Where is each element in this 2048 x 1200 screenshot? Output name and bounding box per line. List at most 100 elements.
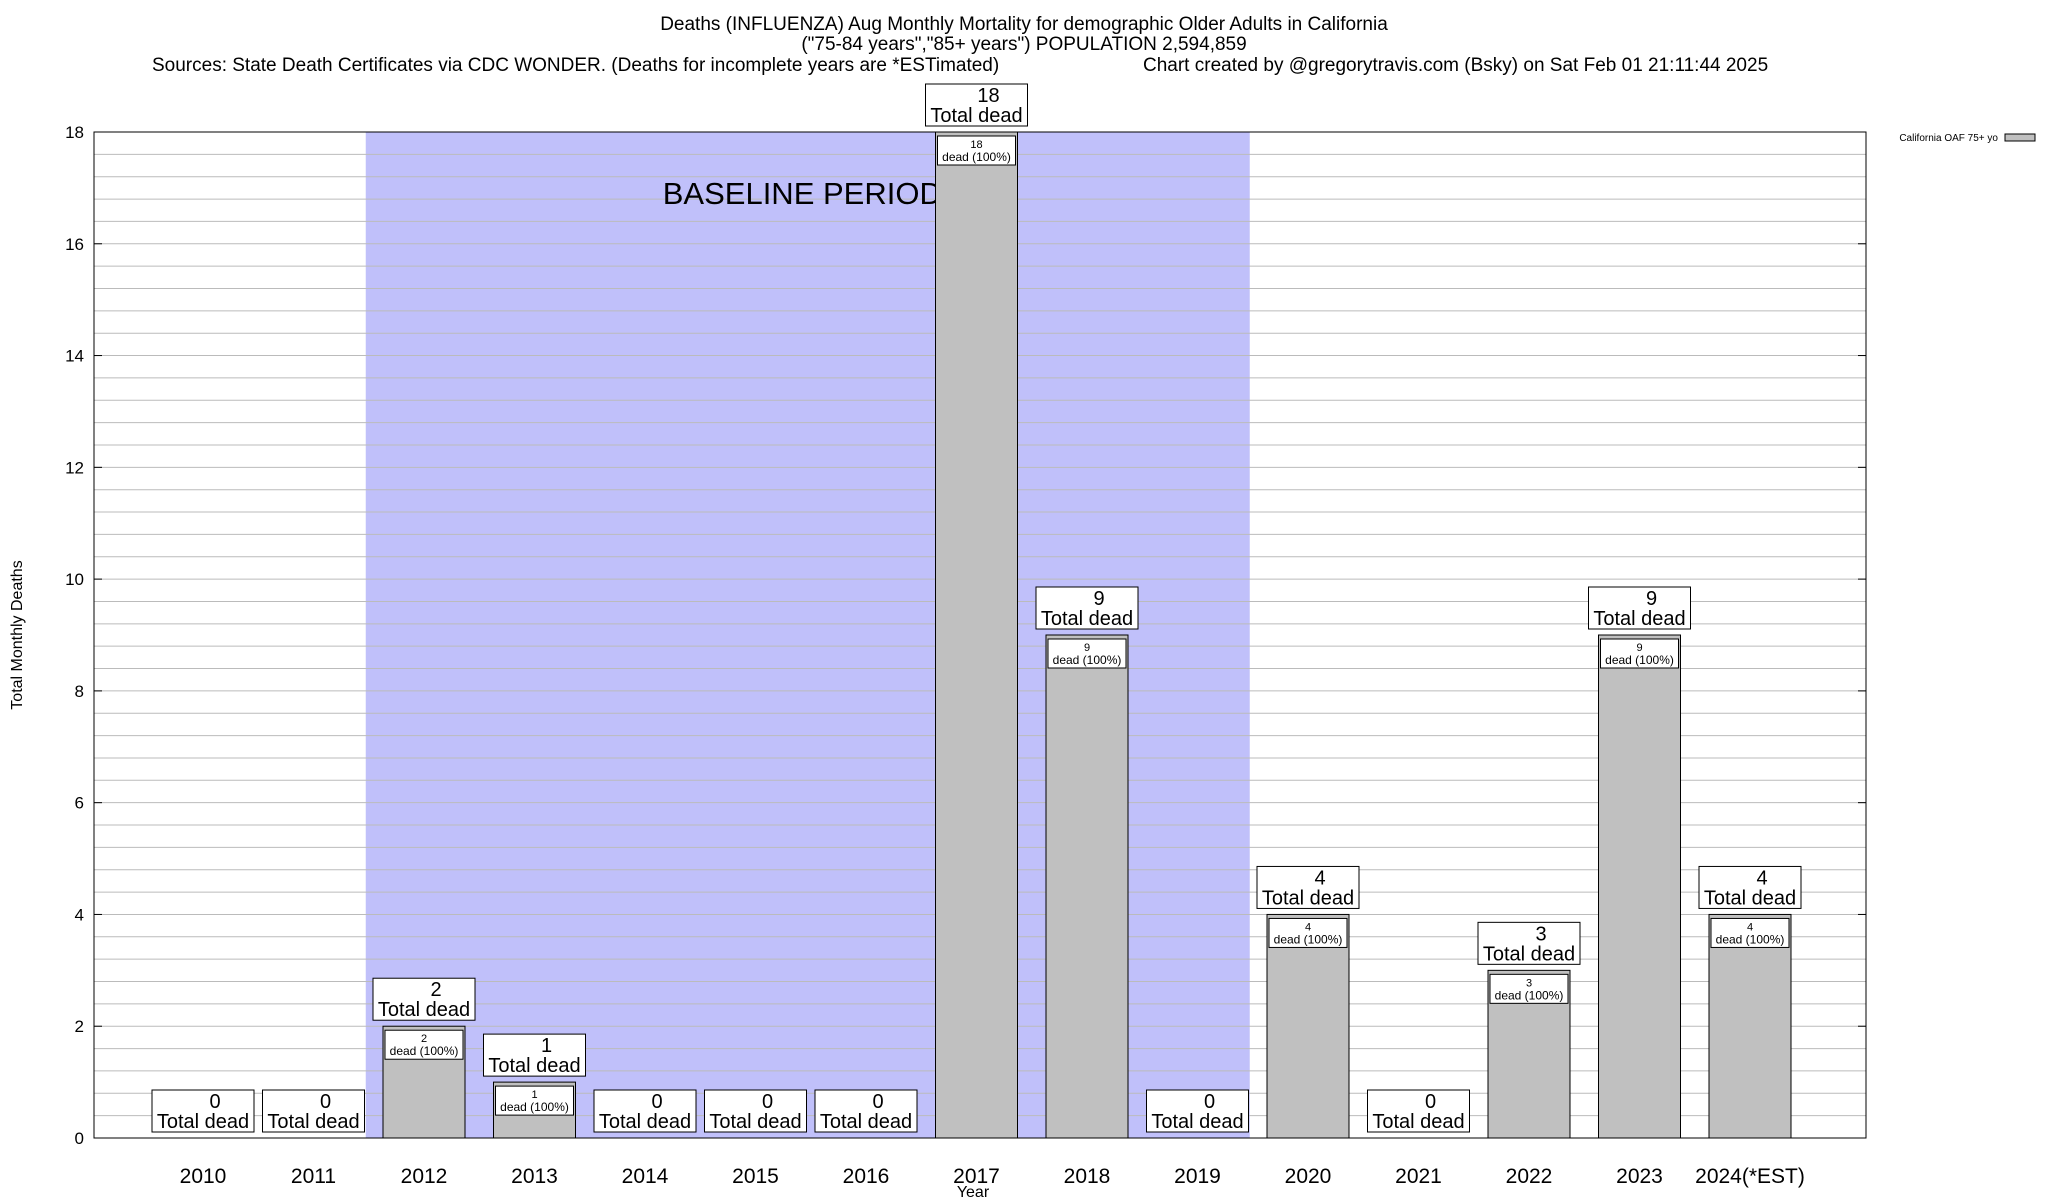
y-tick-label: 4 — [75, 905, 84, 924]
data-label-total: 9 — [1646, 588, 1657, 610]
x-tick-label: 2019 — [1174, 1165, 1221, 1188]
bar-inner-label: dead (100%) — [390, 1044, 459, 1058]
bar-inner-label-box — [384, 1029, 464, 1060]
x-tick-label: 2016 — [843, 1165, 890, 1188]
chart-credit: Chart created by @gregorytravis.com (Bsk… — [1143, 55, 1769, 76]
data-label-total: 0 — [651, 1091, 662, 1113]
x-tick-label: 2022 — [1506, 1165, 1553, 1188]
data-label-total-text: Total dead — [930, 105, 1022, 127]
bar-inner-value: 4 — [1747, 921, 1753, 933]
x-tick-label: 2013 — [511, 1165, 558, 1188]
data-label-total: 0 — [1204, 1091, 1215, 1113]
bar-2018 — [1045, 634, 1129, 1139]
x-tick-label: 2014 — [622, 1165, 669, 1188]
x-tick-label: 2010 — [180, 1165, 227, 1188]
data-label-total: 0 — [872, 1091, 883, 1113]
total-label-box — [1256, 865, 1360, 909]
data-label-total-text: Total dead — [1704, 887, 1796, 909]
legend-label: California OAF 75+ yo — [1899, 133, 1998, 144]
bar-inner-label-box — [937, 135, 1016, 166]
data-label-total-text: Total dead — [488, 1055, 580, 1077]
bar-inner-value: 9 — [1636, 642, 1642, 654]
total-label-box — [483, 1033, 586, 1077]
total-label-box — [814, 1089, 918, 1133]
x-tick-label: 2020 — [1285, 1165, 1332, 1188]
bar-inner-label-box — [1600, 638, 1679, 669]
legend-swatch — [2004, 133, 2036, 142]
bar-inner-value: 2 — [421, 1033, 427, 1045]
x-tick-label: 2024(*EST) — [1695, 1165, 1805, 1188]
baseline-period-label: BASELINE PERIOD — [663, 176, 942, 211]
data-label-total-text: Total dead — [378, 999, 470, 1021]
total-label-box — [704, 1089, 807, 1133]
data-label-total: 18 — [977, 85, 999, 107]
y-axis-title: Total Monthly Deaths — [9, 560, 26, 709]
total-label-box — [151, 1089, 255, 1133]
bar-inner-label-box — [1710, 917, 1790, 948]
data-label-total: 4 — [1314, 867, 1325, 889]
x-tick-label: 2018 — [1064, 1165, 1111, 1188]
bar-inner-value: 1 — [531, 1089, 537, 1101]
bar-inner-value: 9 — [1084, 642, 1090, 654]
data-label-total-text: Total dead — [267, 1111, 359, 1133]
data-label-total-text: Total dead — [1041, 608, 1133, 630]
data-label-total: 9 — [1093, 588, 1104, 610]
bar-inner-label: dead (100%) — [942, 150, 1011, 164]
data-label-total-text: Total dead — [1372, 1111, 1464, 1133]
y-tick-label: 10 — [65, 570, 84, 589]
data-label-total: 4 — [1756, 867, 1767, 889]
total-label-box — [372, 977, 476, 1021]
y-tick-label: 2 — [75, 1017, 84, 1036]
x-tick-label: 2023 — [1616, 1165, 1663, 1188]
bar-inner-value: 4 — [1305, 921, 1311, 933]
y-tick-label: 8 — [75, 682, 84, 701]
data-label-total: 1 — [541, 1035, 552, 1057]
data-label-total-text: Total dead — [709, 1111, 801, 1133]
total-label-box — [1477, 921, 1581, 965]
x-tick-label: 2012 — [401, 1165, 448, 1188]
x-tick-label: 2021 — [1395, 1165, 1442, 1188]
y-tick-label: 0 — [75, 1129, 84, 1148]
bar-2023 — [1598, 634, 1681, 1139]
bar-inner-label-box — [495, 1085, 574, 1116]
y-tick-label: 6 — [75, 794, 84, 813]
bar-inner-label-box — [1268, 917, 1348, 948]
chart-title: Deaths (INFLUENZA) Aug Monthly Mortality… — [660, 14, 1388, 35]
x-tick-label: 2017 — [953, 1165, 1000, 1188]
y-tick-label: 16 — [65, 235, 84, 254]
x-axis-title: Year — [957, 1184, 990, 1200]
total-label-box — [1035, 586, 1139, 630]
total-label-box — [1588, 586, 1691, 630]
bar-2024(*EST) — [1708, 913, 1792, 1139]
bar-inner-label-box — [1489, 973, 1569, 1004]
total-label-box — [1367, 1089, 1470, 1133]
data-label-total-text: Total dead — [820, 1111, 912, 1133]
bar-inner-value: 18 — [970, 139, 982, 151]
data-label-total-text: Total dead — [1483, 943, 1575, 965]
data-label-total: 0 — [762, 1091, 773, 1113]
data-label-total-text: Total dead — [599, 1111, 691, 1133]
data-label-total: 0 — [320, 1091, 331, 1113]
data-label-total-text: Total dead — [1151, 1111, 1243, 1133]
bar-inner-label: dead (100%) — [1716, 932, 1785, 946]
chart-sources: Sources: State Death Certificates via CD… — [152, 55, 1000, 76]
bar-inner-label: dead (100%) — [500, 1100, 569, 1114]
total-label-box — [1698, 865, 1802, 909]
bar-inner-label: dead (100%) — [1274, 932, 1343, 946]
y-tick-label: 12 — [65, 458, 84, 477]
chart-subtitle: ("75-84 years","85+ years") POPULATION 2… — [801, 34, 1247, 55]
bar-inner-value: 3 — [1526, 977, 1532, 989]
x-tick-label: 2011 — [291, 1165, 336, 1188]
data-label-total: 3 — [1535, 923, 1546, 945]
plot-frame — [93, 131, 1867, 1139]
bar-inner-label: dead (100%) — [1605, 653, 1674, 667]
total-label-box — [262, 1089, 365, 1133]
data-label-total-text: Total dead — [1262, 887, 1354, 909]
x-tick-label: 2015 — [732, 1165, 779, 1188]
total-label-box — [593, 1089, 697, 1133]
bar-2017 — [935, 131, 1018, 1139]
total-label-box — [1146, 1089, 1249, 1133]
bar-inner-label: dead (100%) — [1495, 988, 1564, 1002]
y-tick-label: 18 — [65, 123, 84, 142]
